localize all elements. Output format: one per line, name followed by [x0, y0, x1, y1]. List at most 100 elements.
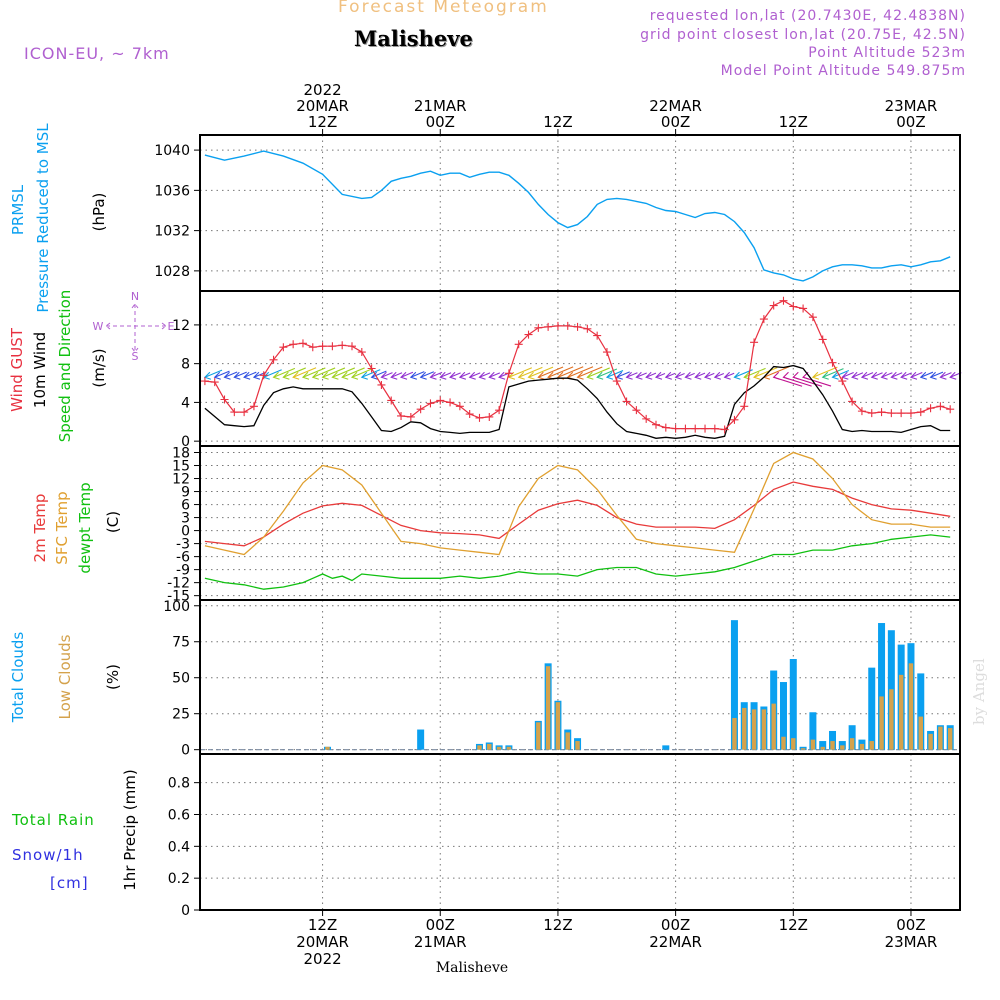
wind-gust-point [828, 358, 837, 367]
wind-gust-point [681, 424, 690, 433]
location-title: Malisheve [354, 26, 473, 51]
wind-gust-point [475, 413, 484, 422]
low-cloud-bar [810, 739, 816, 750]
wind-arrow [821, 368, 844, 380]
wind-arrow [890, 371, 903, 380]
wind-arrow [233, 371, 247, 380]
wind-arrow-head [870, 371, 878, 380]
low-cloud-bar [732, 718, 737, 750]
wind-arrow-shaft [302, 367, 326, 378]
wind-gust-point [799, 304, 808, 313]
low-cloud-bar [545, 666, 551, 750]
wind-arrow-shaft [744, 367, 766, 378]
wind-gust-point [936, 402, 945, 411]
ytick-label: 1028 [154, 264, 190, 280]
wind-gust-point [436, 396, 445, 405]
wind-gust-point [750, 338, 759, 347]
time-label-bottom: 12Z [308, 916, 337, 934]
wind-arrow [811, 366, 838, 380]
total-cloud-bar [809, 712, 817, 750]
ytick-label: 12 [172, 472, 190, 488]
wind-arrow [458, 371, 471, 380]
wind-gust-point [808, 313, 817, 322]
wind-gust-point [602, 348, 611, 357]
wind-arrow [488, 371, 501, 380]
wind-arrow-head [792, 371, 800, 380]
wind-gust-point [671, 424, 680, 433]
wind-gust-point [759, 315, 768, 324]
wind-gust-point [348, 342, 356, 351]
wind-arrow-head [311, 371, 319, 380]
ytick-label: 0.8 [168, 776, 190, 792]
wind-arrow-shaft [822, 368, 844, 378]
wind-arrow [429, 371, 443, 380]
time-label-top: 2022 [303, 81, 341, 99]
wind-gust-point [200, 377, 209, 386]
wind-gust-point [710, 424, 719, 433]
total-cloud-bar [417, 729, 425, 750]
time-label-bottom: 21MAR [414, 933, 467, 951]
wind-arrow [311, 367, 336, 380]
ytick-label: -3 [176, 537, 190, 553]
wind-arrow-head [684, 371, 692, 380]
wind-arrow [243, 371, 257, 380]
wind-gust-point [377, 380, 386, 389]
wind-gust-point [524, 330, 533, 339]
low-cloud-bar [889, 689, 894, 750]
wind-arrow-head [694, 371, 702, 380]
ytick-label: 9 [181, 485, 190, 501]
wind-arrow-head [674, 371, 682, 380]
wind-arrow-shaft [920, 371, 934, 378]
pressure-line [204, 150, 951, 282]
wind-gust-point [416, 405, 425, 414]
wind-gust-point [779, 296, 788, 305]
time-label-top: 00Z [661, 113, 690, 131]
low-cloud-bar [325, 746, 330, 750]
wind-gust-point [446, 398, 455, 407]
pressure-unit: (hPa) [90, 193, 108, 232]
wind-arrow [360, 369, 381, 380]
ytick-label: 18 [172, 446, 190, 462]
total-cloud-bar [868, 667, 876, 750]
time-label-top: 12Z [308, 113, 337, 131]
wind-gust-point [504, 369, 513, 378]
time-label-top: 23MAR [885, 97, 938, 115]
wind-arrow [341, 367, 365, 380]
wind-arrow-head [831, 371, 839, 380]
ytick-label: 3 [181, 511, 190, 527]
wind-arrow-shaft [489, 372, 501, 378]
temp-line-dewpt-temp [204, 534, 951, 590]
wind-arrow [301, 367, 326, 380]
wind-arrow-shaft [900, 372, 912, 378]
wind-arrow-shaft [371, 370, 387, 378]
wind-arrow-head [733, 371, 741, 380]
wind-arrow-shaft [685, 372, 695, 378]
wind-arrow [851, 371, 864, 380]
wind-gust-point [612, 377, 621, 386]
ytick-label: -6 [176, 550, 190, 566]
wind-gust-point [406, 412, 415, 421]
panel-frame-pressure [199, 134, 961, 292]
wind-arrow-shaft [577, 366, 603, 378]
wind-arrow [223, 371, 238, 380]
wind-arrow-shaft [832, 369, 850, 378]
wind-arrow-shaft [410, 371, 425, 378]
wind-arrow-shaft [420, 371, 435, 378]
wind-arrow-head [723, 371, 731, 380]
ytick-label: 75 [172, 635, 190, 651]
wind-arrow-shaft [675, 372, 685, 378]
wind-arrow-head [409, 371, 418, 380]
wind-arrow-shaft [645, 372, 657, 378]
ytick-label: 0.6 [168, 807, 190, 823]
wind-arrow-head [478, 371, 486, 380]
wind-arrow-head [704, 371, 712, 380]
wind-gust-point [485, 412, 494, 421]
wind-gust-point [514, 340, 523, 349]
wind-arrow-head [909, 371, 918, 380]
low-cloud-bar [830, 741, 835, 750]
low-cloud-bar [487, 743, 492, 750]
wind-arrow [939, 371, 952, 380]
wind-gust-point [857, 407, 866, 416]
product-title: Forecast Meteogram [338, 0, 549, 17]
